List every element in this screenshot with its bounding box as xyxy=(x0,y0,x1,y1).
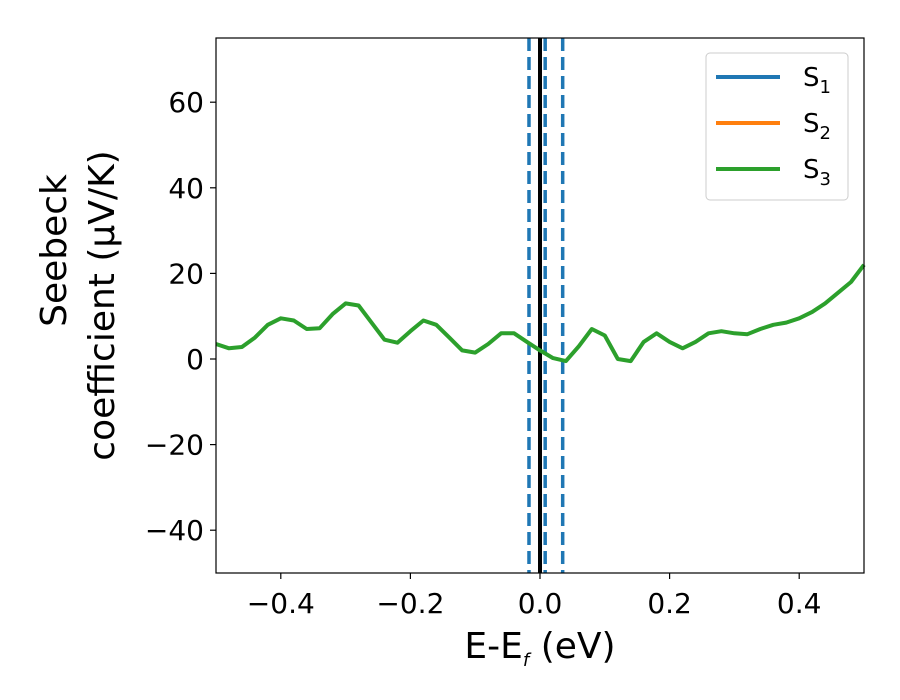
y-tick-label: −20 xyxy=(145,429,204,462)
legend-label-s3: S3 xyxy=(803,155,831,190)
y-tick-label: 60 xyxy=(168,86,204,119)
y-tick-label: 40 xyxy=(168,172,204,205)
series-line-s3 xyxy=(215,263,866,364)
x-tick-label: −0.2 xyxy=(376,587,444,620)
y-axis-label-line-1: Seebeck xyxy=(34,174,75,327)
x-axis-label-sub: f xyxy=(523,650,532,671)
y-tick-label: 20 xyxy=(168,257,204,290)
legend: S1 S2 S3 xyxy=(705,52,849,201)
x-tick-label: 0.0 xyxy=(518,587,563,620)
x-axis-label-tail: (eV) xyxy=(529,626,615,667)
x-tick-label: −0.4 xyxy=(247,587,315,620)
legend-label-s1: S1 xyxy=(803,63,831,98)
reference-vlines xyxy=(527,38,565,573)
x-tick-label: 0.4 xyxy=(777,587,822,620)
legend-label-s2: S2 xyxy=(803,109,831,144)
series-lines xyxy=(215,263,866,364)
x-axis-label-main: E-E xyxy=(464,626,522,667)
x-axis: −0.4 −0.2 0.0 0.2 0.4 xyxy=(247,573,822,620)
x-axis-label: E-Ef (eV) xyxy=(464,626,615,671)
y-axis: −40 −20 0 20 40 60 xyxy=(145,86,216,547)
y-axis-label-line-2: coefficient (μV/K) xyxy=(82,150,123,460)
y-axis-label: Seebeck coefficient (μV/K) xyxy=(34,150,123,460)
legend-box xyxy=(705,52,849,201)
x-tick-label: 0.2 xyxy=(647,587,692,620)
y-tick-label: 0 xyxy=(186,343,204,376)
y-tick-label: −40 xyxy=(145,514,204,547)
